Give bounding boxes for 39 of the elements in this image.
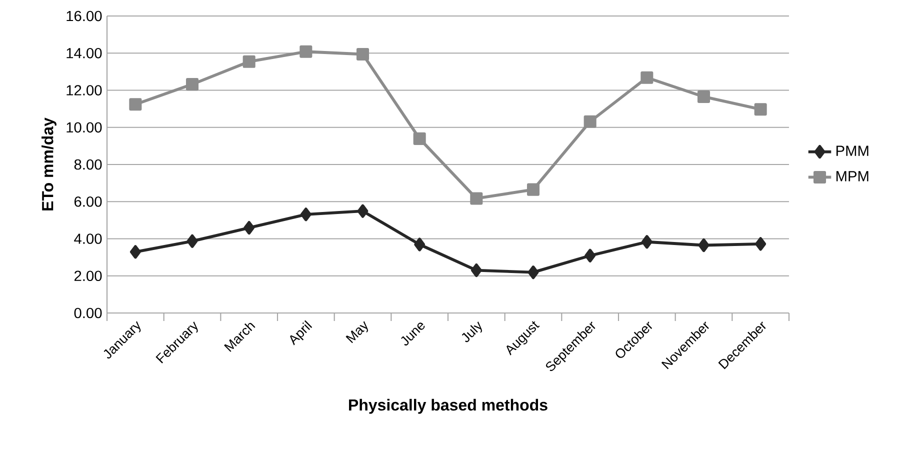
point [130,245,141,259]
y-axis-title: ETo mm/day [42,118,56,210]
x-tick-label: July [462,322,482,342]
point [584,248,596,262]
point [186,78,199,91]
y-tick-label: 10.00 [66,122,102,133]
point [528,266,539,280]
point [186,234,198,248]
point [300,208,312,222]
point [129,98,142,111]
y-tick-label: 4.00 [74,234,102,244]
point [414,238,426,252]
x-tick-label: May [346,321,368,344]
y-tick-label: 8.00 [74,159,102,170]
point [242,55,256,68]
point [697,90,710,104]
x-axis-title: Physically based methods [349,398,548,414]
y-tick-label: 14.00 [66,48,102,58]
point [244,220,255,235]
point [413,132,426,145]
point [755,237,766,251]
y-tick-label: 2.00 [74,270,102,282]
y-tick-label: 16.00 [66,10,102,22]
legend-label: PMM [836,146,868,156]
point [640,71,654,84]
y-tick-label: 12.00 [66,85,102,96]
point [754,103,767,116]
point [357,204,368,218]
point [526,183,540,196]
point [356,48,370,60]
y-tick-label: 0.00 [74,308,102,318]
point [470,263,482,278]
point [300,45,312,58]
point [584,115,596,128]
legend-label: MPM [836,171,868,182]
point [698,238,710,252]
point [641,235,652,249]
y-tick-label: 6.00 [74,196,102,207]
point [470,192,483,205]
